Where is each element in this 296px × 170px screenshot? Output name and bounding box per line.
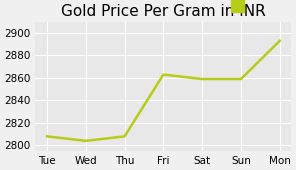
Title: Gold Price Per Gram in INR: Gold Price Per Gram in INR [61,4,266,19]
